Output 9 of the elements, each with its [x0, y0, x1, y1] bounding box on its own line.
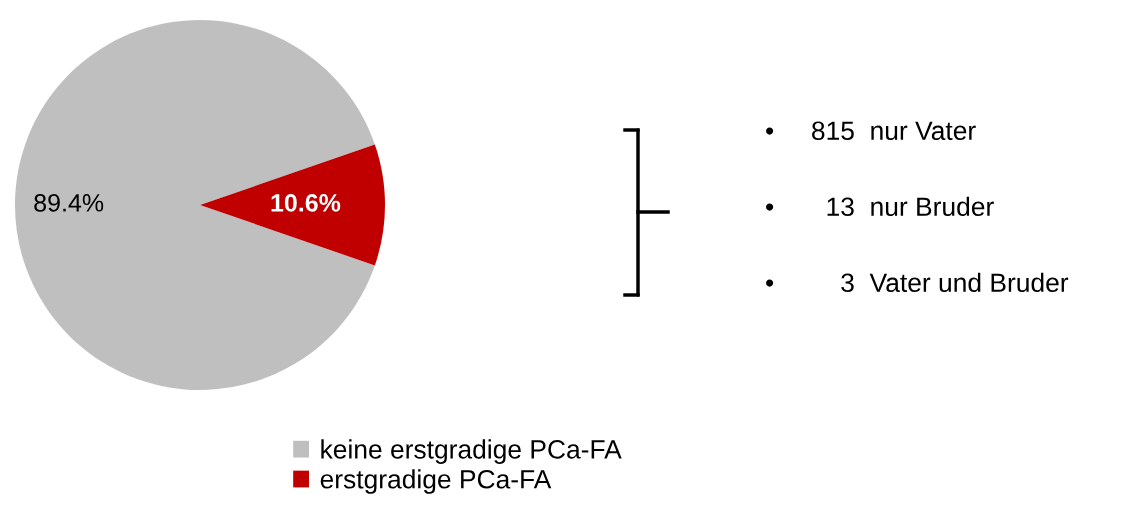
data-label: 89.4% [34, 194, 104, 212]
pie-slice [15, 20, 375, 390]
data-label: 10.6% [271, 194, 341, 212]
pie-slice [200, 144, 385, 266]
legend-label: keine erstgradige PCa-FA [321, 439, 622, 464]
text: • 13 nur Bruder [766, 196, 994, 217]
legend-label: erstgradige PCa-FA [320, 469, 552, 494]
text: • 3 Vater und Bruder [766, 272, 1069, 293]
text: • 815 nur Vater [766, 121, 976, 141]
